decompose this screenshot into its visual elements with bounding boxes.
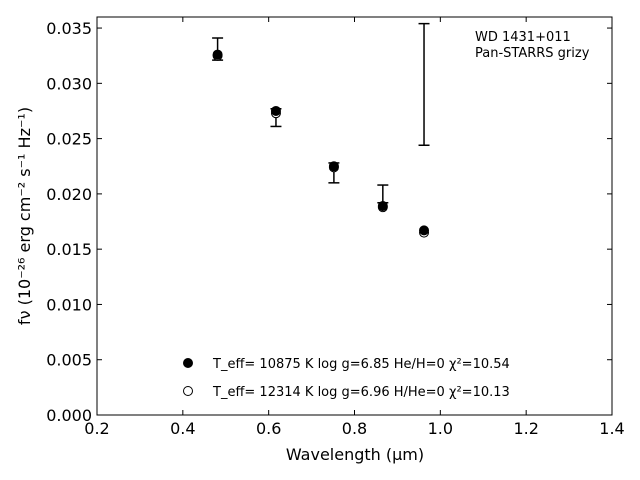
chart-marks (212, 22, 430, 238)
y-tick-label: 0.000 (46, 406, 92, 425)
y-axis-ticks: 0.000 0.005 0.010 0.015 0.020 0.025 0.030 0.035 (46, 19, 612, 425)
model-1-point (419, 225, 430, 236)
model-1-point (212, 49, 223, 60)
legend-label-model-1: T_eff= 10875 K log g=6.85 He/H=0 χ²=10.5… (212, 357, 510, 372)
y-axis-label: fν (10⁻²⁶ erg cm⁻² s⁻¹ Hz⁻¹) (15, 107, 34, 325)
y-tick-label: 0.035 (46, 19, 92, 38)
annotation-survey: Pan-STARRS grizy (475, 46, 590, 61)
legend-marker-filled (183, 358, 193, 368)
y-tick-label: 0.025 (46, 130, 92, 149)
x-tick-label: 0.4 (170, 419, 195, 438)
x-tick-label: 1.4 (599, 419, 624, 438)
x-tick-label: 1.2 (513, 419, 538, 438)
x-tick-label: 0.6 (256, 419, 281, 438)
x-tick-label: 1.0 (428, 419, 453, 438)
y-tick-label: 0.030 (46, 74, 92, 93)
plot-frame (96, 16, 613, 416)
model-1-point (377, 201, 388, 212)
y-tick-label: 0.010 (46, 295, 92, 314)
x-tick-label: 0.8 (342, 419, 367, 438)
x-tick-label: 0.2 (84, 419, 109, 438)
model-1-point (328, 161, 339, 172)
x-axis-ticks: 0.2 0.4 0.6 0.8 1.0 1.2 1.4 (84, 17, 625, 438)
y-tick-label: 0.005 (46, 351, 92, 370)
x-axis-label: Wavelength (μm) (286, 445, 424, 464)
legend-marker-open (183, 386, 193, 396)
model-1-point (270, 105, 281, 116)
y-tick-label: 0.020 (46, 185, 92, 204)
annotation-object: WD 1431+011 (475, 30, 571, 45)
y-tick-label: 0.015 (46, 240, 92, 259)
legend-label-model-2: T_eff= 12314 K log g=6.96 H/He=0 χ²=10.1… (212, 385, 510, 400)
legend: T_eff= 10875 K log g=6.85 He/H=0 χ²=10.5… (183, 357, 510, 400)
